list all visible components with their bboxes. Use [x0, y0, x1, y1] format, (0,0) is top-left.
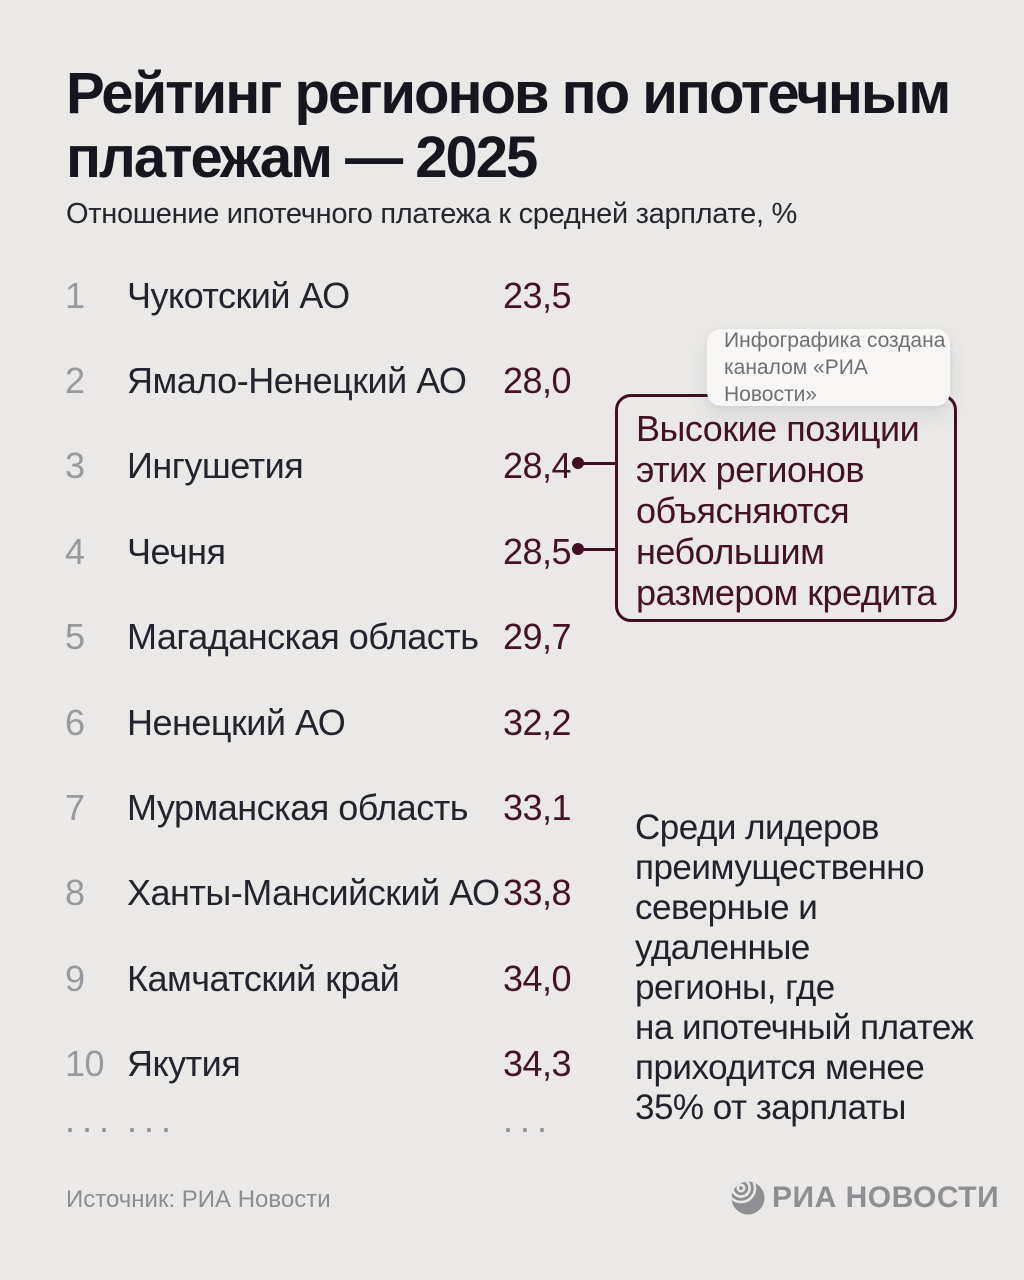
table-row: 9 Камчатский край 34,0 — [0, 936, 1024, 1021]
row-region: Ханты-Мансийский АО — [127, 872, 500, 914]
row-value: 28,5 — [503, 530, 572, 572]
table-row: 10 Якутия 34,3 — [0, 1022, 1024, 1107]
row-region: Чукотский АО — [127, 274, 350, 316]
annotation-text: Среди лидеров преимущественно северные и… — [635, 808, 974, 1127]
row-value: 33,8 — [503, 872, 572, 914]
table-row: 2 Ямало-Ненецкий АО 28,0 — [0, 338, 1024, 423]
table-row: 7 Мурманская область 33,1 — [0, 765, 1024, 850]
credit-tooltip-text: Инфографика создана каналом «РИА Новости… — [724, 329, 946, 406]
row-rank: 7 — [65, 787, 85, 829]
callout-box: Высокие позиции этих регионов объясняютс… — [615, 394, 957, 622]
row-rank: 3 — [65, 445, 85, 487]
row-rank: 6 — [65, 701, 85, 743]
table-row: 4 Чечня 28,5 — [0, 509, 1024, 594]
ellipsis-value: ... — [503, 1099, 555, 1140]
table-row: 3 Ингушетия 28,4 — [0, 424, 1024, 509]
callout-connector-chechnya — [572, 543, 618, 555]
row-value: 32,2 — [503, 701, 572, 743]
row-region: Ямало-Ненецкий АО — [127, 360, 467, 402]
row-rank: 9 — [65, 957, 85, 999]
ellipsis-row: ... ... ... — [0, 1098, 1024, 1142]
connector-line — [581, 461, 618, 465]
table-row: 8 Ханты-Мансийский АО 33,8 — [0, 851, 1024, 936]
ellipsis-rank: ... — [65, 1099, 117, 1140]
callout-text: Высокие позиции этих регионов объясняютс… — [636, 408, 936, 613]
row-region: Камчатский край — [127, 957, 400, 999]
row-region: Мурманская область — [127, 787, 469, 829]
row-value: 28,0 — [503, 360, 572, 402]
credit-tooltip: Инфографика создана каналом «РИА Новости… — [707, 329, 950, 406]
row-rank: 10 — [65, 1043, 105, 1085]
row-region: Ненецкий АО — [127, 701, 346, 743]
connector-line — [581, 547, 618, 551]
source-label: Источник: РИА Новости — [66, 1186, 331, 1213]
page-title: Рейтинг регионов по ипотечным платежам —… — [66, 61, 951, 190]
row-region: Магаданская область — [127, 616, 479, 658]
row-rank: 8 — [65, 872, 85, 914]
row-value: 23,5 — [503, 274, 572, 316]
ria-globe-icon — [731, 1181, 765, 1215]
row-region: Якутия — [127, 1043, 241, 1085]
page-subtitle: Отношение ипотечного платежа к средней з… — [66, 198, 797, 230]
ellipsis-region: ... — [127, 1099, 179, 1140]
connector-dot-icon — [572, 543, 584, 555]
row-region: Ингушетия — [127, 445, 304, 487]
row-value: 34,0 — [503, 957, 572, 999]
callout-connector-ingushetia — [572, 457, 618, 469]
row-rank: 4 — [65, 530, 85, 572]
table-row: 5 Магаданская область 29,7 — [0, 595, 1024, 680]
row-rank: 1 — [65, 274, 85, 316]
row-rank: 5 — [65, 616, 85, 658]
row-value: 28,4 — [503, 445, 572, 487]
connector-dot-icon — [572, 457, 584, 469]
ranking-list: 1 Чукотский АО 23,5 2 Ямало-Ненецкий АО … — [0, 253, 1024, 1107]
row-value: 29,7 — [503, 616, 572, 658]
table-row: 6 Ненецкий АО 32,2 — [0, 680, 1024, 765]
row-region: Чечня — [127, 530, 226, 572]
row-rank: 2 — [65, 360, 85, 402]
ria-logo-text: РИА НОВОСТИ — [772, 1181, 1000, 1214]
table-row: 1 Чукотский АО 23,5 — [0, 253, 1024, 338]
ria-logo: РИА НОВОСТИ — [731, 1181, 999, 1215]
row-value: 34,3 — [503, 1043, 572, 1085]
row-value: 33,1 — [503, 787, 572, 829]
